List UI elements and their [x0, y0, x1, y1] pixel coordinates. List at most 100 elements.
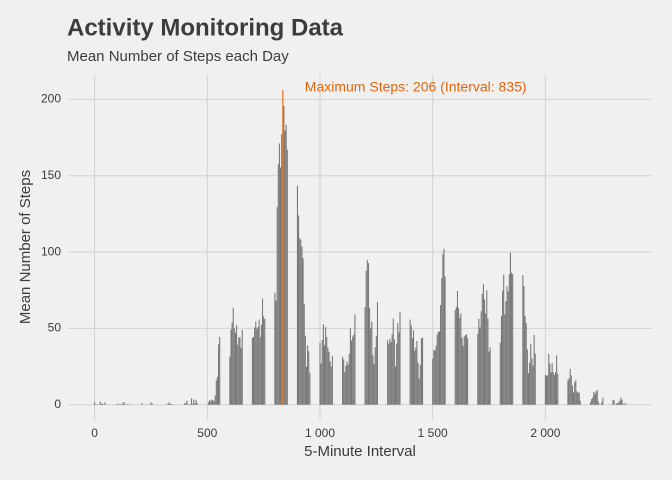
bar [167, 403, 169, 405]
bar [595, 391, 597, 405]
bar [621, 399, 623, 405]
bar [233, 328, 235, 405]
bar [487, 318, 489, 405]
bar [251, 337, 253, 405]
bar [591, 399, 593, 405]
bar [500, 316, 502, 405]
bar [574, 382, 576, 405]
bar [320, 363, 322, 405]
bar [387, 340, 389, 405]
bar [305, 366, 308, 405]
bar [230, 329, 232, 405]
bar [254, 327, 256, 405]
bar [417, 362, 419, 405]
bar [229, 356, 231, 405]
bar [296, 185, 298, 405]
bar [264, 318, 266, 405]
bar [190, 398, 193, 405]
bar [302, 258, 304, 405]
bar [503, 274, 505, 405]
bar [240, 347, 242, 405]
bar [456, 291, 459, 405]
bar [169, 403, 171, 405]
chart-subtitle: Mean Number of Steps each Day [67, 48, 289, 65]
bar [399, 311, 401, 405]
bar [483, 299, 486, 405]
bar [485, 313, 487, 405]
bar [374, 347, 376, 405]
bar [480, 311, 482, 405]
bar [508, 274, 510, 405]
bar [416, 340, 418, 405]
bar [488, 351, 490, 405]
bar [215, 380, 217, 405]
bar [410, 325, 412, 405]
bar [389, 338, 391, 405]
y-tick-label: 100 [41, 244, 61, 258]
bar [284, 130, 286, 405]
bar [218, 344, 220, 405]
bar [349, 328, 351, 405]
bar [414, 350, 416, 405]
bar [482, 284, 484, 405]
bar [307, 345, 309, 405]
bar [397, 323, 399, 405]
bar [195, 400, 197, 405]
bar [122, 403, 124, 405]
bar [219, 336, 221, 405]
bar [277, 164, 279, 405]
bar [419, 364, 421, 405]
bar [168, 402, 170, 405]
bar [231, 322, 233, 405]
bar [454, 309, 456, 405]
bar [367, 263, 369, 405]
bar [184, 402, 186, 405]
bar [578, 392, 580, 405]
bar [432, 358, 434, 405]
bar [507, 291, 509, 405]
bar [467, 338, 469, 405]
bar [477, 333, 479, 405]
bar [620, 397, 622, 405]
bar [196, 403, 198, 405]
x-tick-label: 500 [197, 426, 217, 440]
bar [328, 351, 330, 405]
bar [141, 403, 143, 405]
bar [462, 345, 464, 405]
bar [489, 347, 491, 405]
bar [461, 337, 463, 405]
bar [345, 365, 347, 405]
bar [170, 403, 172, 405]
bar [569, 368, 571, 405]
bar [567, 380, 569, 405]
bar [409, 319, 411, 405]
bar [396, 343, 398, 405]
bar [458, 308, 460, 405]
bar [364, 307, 366, 405]
bar [234, 332, 237, 405]
bar [322, 324, 324, 405]
bar [216, 376, 218, 405]
bar [551, 363, 553, 405]
bar [321, 340, 323, 405]
bar [150, 402, 152, 405]
bar [236, 325, 238, 405]
bar [212, 400, 214, 405]
bar [440, 305, 442, 405]
bar [104, 402, 106, 405]
bar [301, 246, 303, 405]
bar [529, 362, 531, 405]
bar [459, 317, 461, 405]
bar [117, 403, 119, 405]
bar [255, 321, 257, 405]
bar [326, 337, 328, 405]
bar [437, 331, 439, 405]
bar [280, 167, 282, 405]
bar [436, 334, 438, 405]
bar [210, 401, 212, 405]
bar [376, 301, 379, 405]
bar [185, 403, 187, 405]
bar [544, 374, 546, 405]
annotation: Maximum Steps: 206 (Interval: 835) [305, 79, 527, 95]
